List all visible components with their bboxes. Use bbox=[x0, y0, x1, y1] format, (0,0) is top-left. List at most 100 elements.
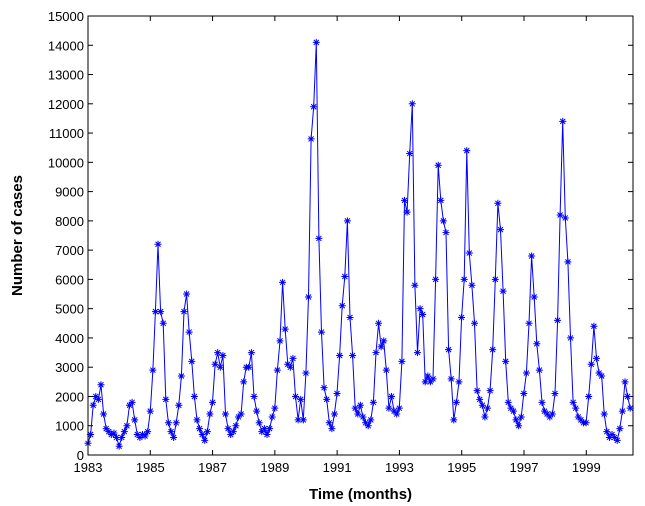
data-point-133 bbox=[429, 375, 437, 383]
y-tick-label-1000: 1000 bbox=[55, 419, 84, 434]
data-point-163 bbox=[507, 404, 515, 412]
data-point-199 bbox=[600, 410, 608, 418]
data-point-40 bbox=[188, 357, 196, 365]
x-tick-label-1995: 1995 bbox=[447, 460, 476, 475]
data-point-52 bbox=[219, 351, 227, 359]
data-point-104 bbox=[354, 410, 362, 418]
data-point-89 bbox=[315, 234, 323, 242]
data-point-205 bbox=[616, 425, 624, 433]
data-point-147 bbox=[465, 249, 473, 257]
data-point-197 bbox=[595, 369, 603, 377]
data-point-10 bbox=[110, 429, 118, 437]
data-point-27 bbox=[154, 240, 162, 248]
data-point-16 bbox=[126, 401, 134, 409]
data-point-93 bbox=[325, 419, 333, 427]
data-point-26 bbox=[151, 308, 159, 316]
data-point-13 bbox=[118, 433, 126, 441]
data-point-81 bbox=[294, 416, 302, 424]
data-point-44 bbox=[198, 431, 206, 439]
data-point-159 bbox=[496, 226, 504, 234]
data-point-88 bbox=[312, 38, 320, 46]
data-point-12 bbox=[115, 442, 123, 450]
data-point-59 bbox=[237, 410, 245, 418]
data-point-164 bbox=[509, 407, 517, 415]
data-point-37 bbox=[180, 308, 188, 316]
data-point-62 bbox=[245, 363, 253, 371]
data-point-101 bbox=[346, 313, 354, 321]
data-point-154 bbox=[484, 404, 492, 412]
data-point-108 bbox=[364, 422, 372, 430]
data-point-161 bbox=[502, 357, 510, 365]
data-point-179 bbox=[548, 410, 556, 418]
data-point-168 bbox=[520, 390, 528, 398]
data-point-112 bbox=[375, 319, 383, 327]
x-tick-label-1985: 1985 bbox=[136, 460, 165, 475]
data-point-135 bbox=[434, 161, 442, 169]
axis-ticks bbox=[87, 15, 633, 456]
data-point-33 bbox=[170, 433, 178, 441]
data-point-96 bbox=[333, 390, 341, 398]
y-tick-label-14000: 14000 bbox=[48, 38, 84, 53]
y-tick-label-11000: 11000 bbox=[49, 126, 84, 141]
data-point-34 bbox=[172, 419, 180, 427]
data-point-185 bbox=[564, 258, 572, 266]
data-point-120 bbox=[395, 404, 403, 412]
data-point-194 bbox=[587, 360, 595, 368]
data-point-14 bbox=[120, 428, 128, 436]
data-point-149 bbox=[471, 319, 479, 327]
data-point-157 bbox=[491, 275, 499, 283]
data-point-74 bbox=[276, 337, 284, 345]
data-point-36 bbox=[177, 372, 185, 380]
data-point-98 bbox=[338, 302, 346, 310]
data-point-209 bbox=[626, 404, 634, 412]
data-point-56 bbox=[229, 428, 237, 436]
data-point-114 bbox=[380, 337, 388, 345]
x-tick-label-1983: 1983 bbox=[74, 460, 103, 475]
data-point-201 bbox=[605, 433, 613, 441]
data-point-84 bbox=[302, 369, 310, 377]
data-point-76 bbox=[281, 325, 289, 333]
data-point-90 bbox=[317, 328, 325, 336]
data-point-32 bbox=[167, 428, 175, 436]
data-point-196 bbox=[592, 354, 600, 362]
data-point-124 bbox=[406, 150, 414, 158]
data-point-144 bbox=[458, 313, 466, 321]
data-point-121 bbox=[398, 357, 406, 365]
data-point-172 bbox=[530, 293, 538, 301]
data-point-29 bbox=[159, 319, 167, 327]
data-point-208 bbox=[624, 392, 632, 400]
data-point-175 bbox=[538, 398, 546, 406]
data-point-82 bbox=[297, 395, 305, 403]
data-point-126 bbox=[411, 281, 419, 289]
data-point-193 bbox=[585, 392, 593, 400]
y-tick-label-2000: 2000 bbox=[55, 389, 84, 404]
data-point-152 bbox=[478, 401, 486, 409]
data-point-87 bbox=[310, 103, 318, 111]
data-point-127 bbox=[413, 349, 421, 357]
x-tick-label-1997: 1997 bbox=[510, 460, 539, 475]
data-point-47 bbox=[206, 410, 214, 418]
data-point-45 bbox=[201, 436, 209, 444]
data-point-35 bbox=[175, 401, 183, 409]
data-point-206 bbox=[618, 407, 626, 415]
data-point-117 bbox=[388, 392, 396, 400]
data-point-5 bbox=[97, 381, 105, 389]
data-point-183 bbox=[559, 117, 567, 125]
data-point-195 bbox=[590, 322, 598, 330]
data-point-11 bbox=[113, 433, 121, 441]
data-point-184 bbox=[561, 214, 569, 222]
data-point-73 bbox=[273, 366, 281, 374]
data-point-1 bbox=[87, 431, 95, 439]
data-point-145 bbox=[460, 275, 468, 283]
data-point-131 bbox=[424, 372, 432, 380]
data-point-95 bbox=[330, 410, 338, 418]
data-point-49 bbox=[211, 360, 219, 368]
data-point-86 bbox=[307, 135, 315, 143]
y-tick-label-5000: 5000 bbox=[55, 302, 84, 317]
data-point-63 bbox=[247, 349, 255, 357]
data-point-188 bbox=[572, 404, 580, 412]
data-point-186 bbox=[567, 334, 575, 342]
data-point-192 bbox=[582, 419, 590, 427]
data-point-165 bbox=[512, 416, 520, 424]
